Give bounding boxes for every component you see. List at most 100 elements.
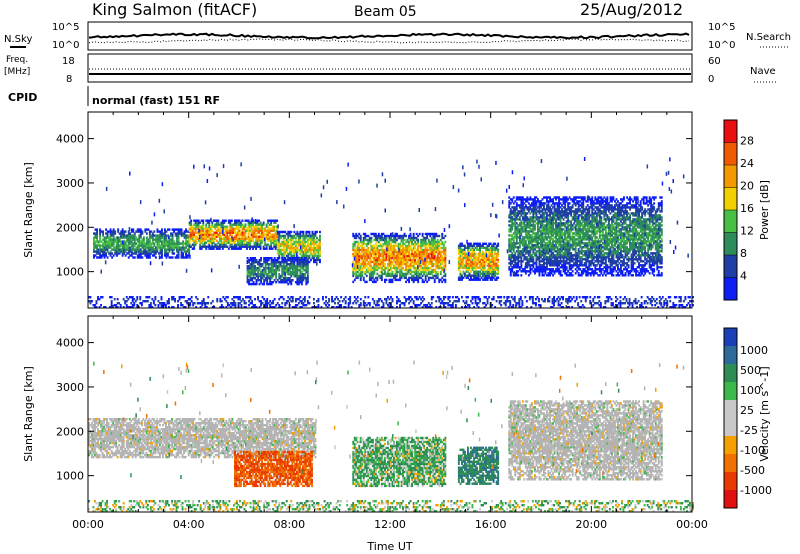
y-tick-label: 4000 <box>56 133 84 146</box>
x-axis-label: Time UT <box>366 540 412 553</box>
velocity-colorbar-segment <box>724 346 737 364</box>
nave-tick-top: 60 <box>708 56 721 67</box>
nsearch-tick-bottom: 10^0 <box>708 40 735 51</box>
freq-unit-label: [MHz] <box>4 67 30 77</box>
echo-region <box>508 196 663 277</box>
echo-region <box>352 436 447 488</box>
velocity-colorbar-label: Velocity [m s^-1] <box>758 366 771 461</box>
nsky-trace <box>88 32 690 40</box>
velocity-colorbar-segment <box>724 364 737 382</box>
velocity-colorbar-segment <box>724 418 737 436</box>
power-y-label: Slant Range [km] <box>22 162 35 258</box>
y-tick-label: 2000 <box>56 221 84 234</box>
echo-region <box>88 296 694 309</box>
y-tick-label: 3000 <box>56 177 84 190</box>
power-colorbar-tick-label: 28 <box>740 135 754 148</box>
freq-tick-bottom: 8 <box>66 74 72 85</box>
velocity-colorbar-tick-label: 100 <box>740 384 761 397</box>
power-colorbar-tick-label: 16 <box>740 202 754 215</box>
velocity-colorbar-segment <box>724 436 737 454</box>
x-tick-label: 00:00 <box>72 518 104 531</box>
echo-region <box>93 228 191 259</box>
cpid-label: CPID <box>8 91 37 104</box>
isolated-echoes <box>93 360 685 479</box>
y-tick-label: 4000 <box>56 337 84 350</box>
power-colorbar-tick-label: 20 <box>740 180 754 193</box>
cpid-value: normal (fast) 151 RF <box>92 94 220 107</box>
nsky-label: N.Sky <box>4 34 32 45</box>
echo-region <box>508 400 663 481</box>
x-tick-label: 16:00 <box>475 518 507 531</box>
nsearch-trace <box>88 38 690 44</box>
x-tick-label: 20:00 <box>575 518 607 531</box>
power-colorbar-segment <box>724 187 737 210</box>
velocity-colorbar-segment <box>724 472 737 490</box>
echo-region <box>276 230 321 264</box>
echo-region <box>234 450 313 488</box>
power-colorbar-tick-label: 4 <box>740 270 747 283</box>
power-colorbar-tick-label: 24 <box>740 157 754 170</box>
x-tick-label: 12:00 <box>374 518 406 531</box>
echo-region <box>457 446 500 485</box>
velocity-colorbar-segment <box>724 328 737 346</box>
echo-region <box>88 418 317 459</box>
nsky-panel-frame <box>87 21 693 51</box>
velocity-colorbar-tick-label: -1000 <box>740 484 772 497</box>
power-echoes <box>88 157 694 309</box>
velocity-panel-frame <box>87 315 693 513</box>
velocity-colorbar-frame <box>723 327 738 509</box>
station-title: King Salmon (fitACF) <box>92 0 257 19</box>
nsearch-label: N.Search <box>746 32 791 43</box>
nsky-tick-bottom: 10^0 <box>52 40 79 51</box>
nsearch-tick-top: 10^5 <box>708 22 735 33</box>
power-colorbar-segment <box>724 165 737 188</box>
velocity-colorbar-segment <box>724 490 737 508</box>
beam-title: Beam 05 <box>354 4 417 20</box>
velocity-colorbar-tick-label: -100 <box>740 444 765 457</box>
velocity-colorbar-tick-label: 500 <box>740 364 761 377</box>
x-tick-label: 04:00 <box>173 518 205 531</box>
power-colorbar-segment <box>724 277 737 300</box>
power-colorbar: 28 24 20 16 12 8 4 <box>723 119 754 301</box>
velocity-colorbar-tick-label: -500 <box>740 464 765 477</box>
power-colorbar-segment <box>724 232 737 255</box>
velocity-echoes <box>88 360 694 513</box>
x-tick-label: 08:00 <box>273 518 305 531</box>
velocity-x-axis: 00:00 04:00 08:00 12:00 16:00 20:00 00:00 <box>72 316 708 531</box>
echo-region <box>457 242 500 281</box>
power-colorbar-segment <box>724 142 737 165</box>
power-x-ticks <box>87 112 693 308</box>
power-colorbar-label: Power [dB] <box>758 180 771 240</box>
power-colorbar-segment <box>724 255 737 278</box>
velocity-y-axis: 4000 3000 2000 1000 <box>56 337 692 483</box>
velocity-colorbar-tick-label: 25 <box>740 404 754 417</box>
velocity-colorbar-segment <box>724 382 737 400</box>
power-colorbar-tick-label: 12 <box>740 225 754 238</box>
x-tick-label: 00:00 <box>676 518 708 531</box>
velocity-colorbar-segment <box>724 454 737 472</box>
y-tick-label: 1000 <box>56 266 84 279</box>
velocity-y-label: Slant Range [km] <box>22 366 35 462</box>
power-y-axis: 4000 3000 2000 1000 <box>56 133 692 279</box>
isolated-echoes <box>100 157 689 276</box>
freq-label: Freq. <box>6 55 28 65</box>
power-panel-frame <box>87 111 693 309</box>
power-colorbar-segment <box>724 210 737 233</box>
nave-label: Nave <box>750 66 776 77</box>
y-tick-label: 3000 <box>56 381 84 394</box>
nave-tick-bottom: 0 <box>708 74 714 85</box>
echo-region <box>88 500 694 513</box>
power-colorbar-segment <box>724 120 737 143</box>
y-tick-label: 2000 <box>56 425 84 438</box>
echo-region <box>188 219 279 250</box>
velocity-colorbar-segment <box>724 400 737 418</box>
echo-region <box>352 232 447 284</box>
freq-tick-top: 18 <box>62 56 75 67</box>
y-tick-label: 1000 <box>56 470 84 483</box>
velocity-colorbar-tick-label: 1000 <box>740 344 768 357</box>
velocity-colorbar-tick-label: -25 <box>740 424 758 437</box>
power-colorbar-tick-label: 8 <box>740 247 747 260</box>
nsky-tick-top: 10^5 <box>52 22 79 33</box>
date-title: 25/Aug/2012 <box>580 0 683 19</box>
